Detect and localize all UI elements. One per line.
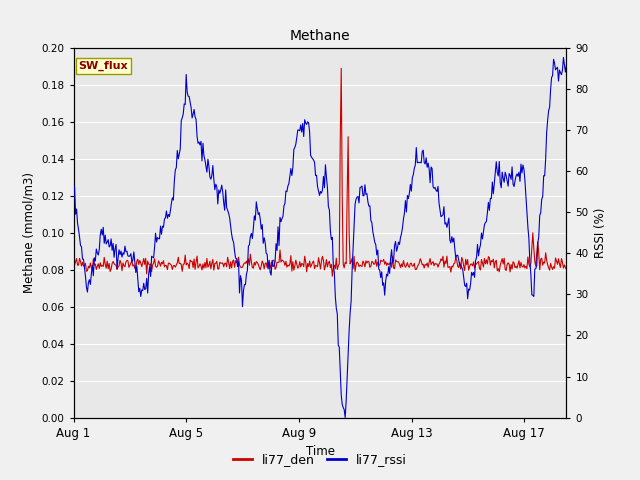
Title: Methane: Methane <box>290 29 350 43</box>
Text: SW_flux: SW_flux <box>79 61 128 71</box>
Y-axis label: Methane (mmol/m3): Methane (mmol/m3) <box>23 172 36 293</box>
X-axis label: Time: Time <box>305 445 335 458</box>
Y-axis label: RSSI (%): RSSI (%) <box>594 208 607 258</box>
Legend: li77_den, li77_rssi: li77_den, li77_rssi <box>228 448 412 471</box>
